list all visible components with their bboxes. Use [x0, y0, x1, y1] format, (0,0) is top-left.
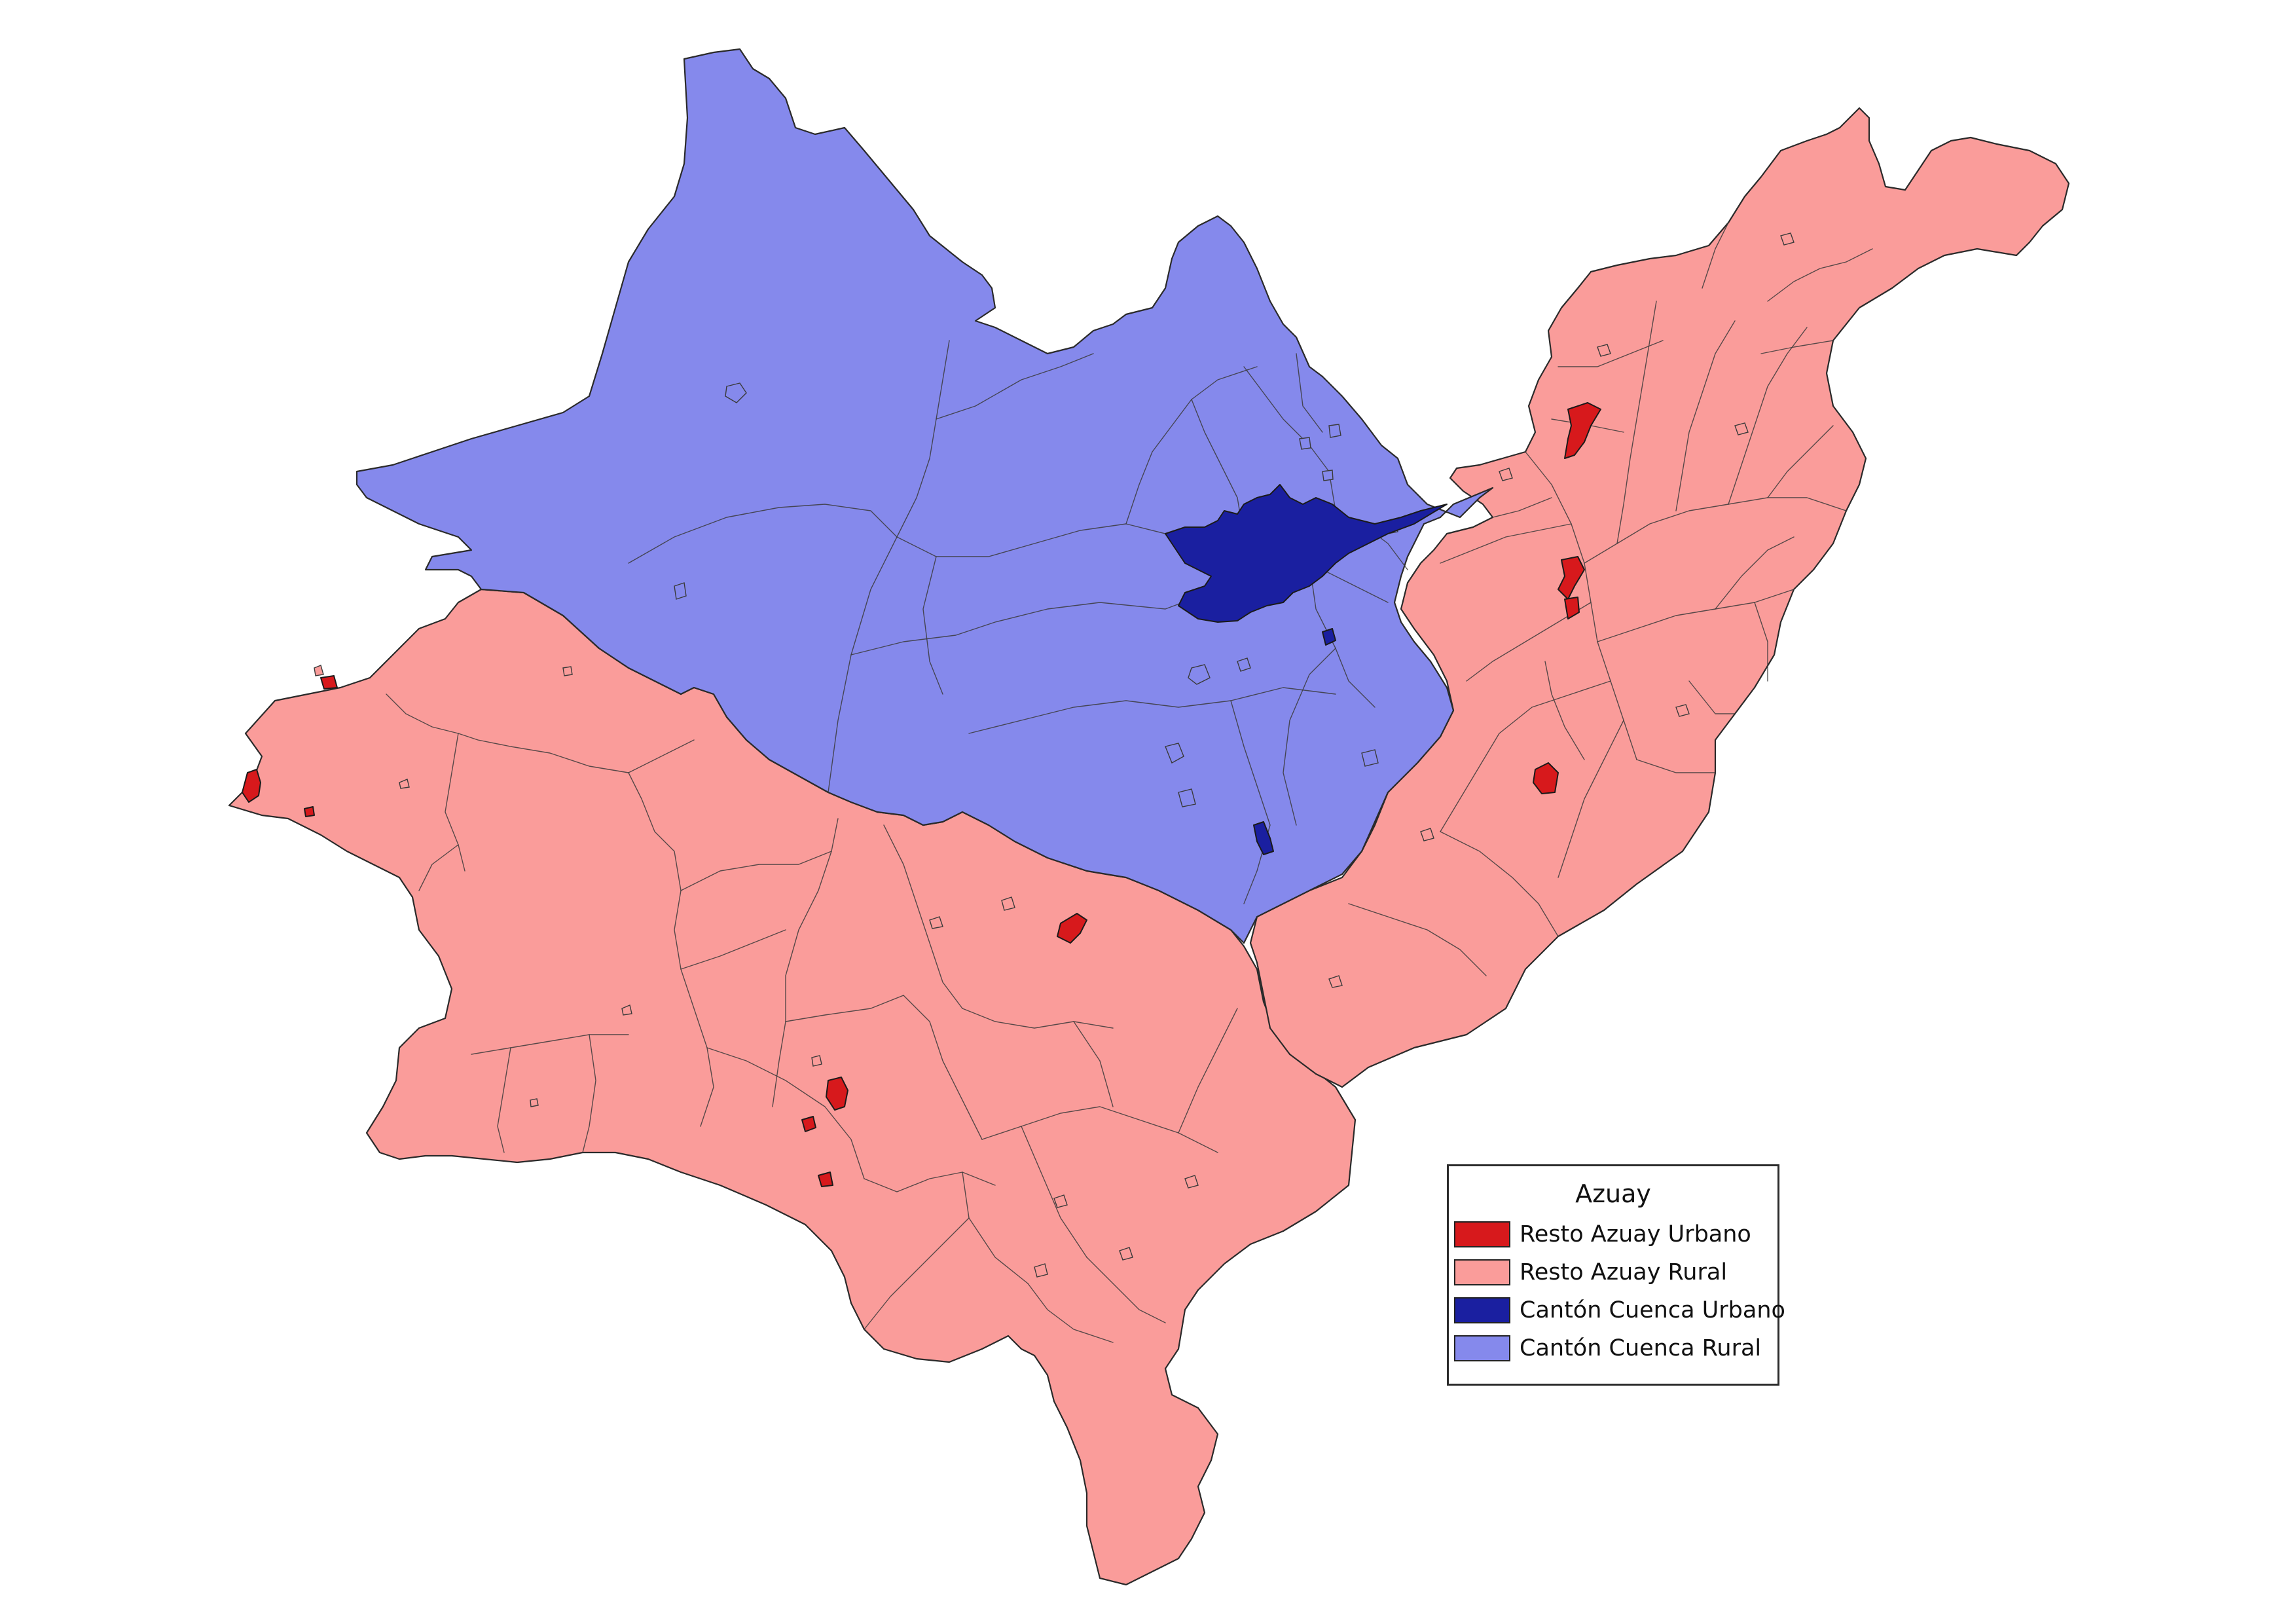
- legend-swatch: [1454, 1297, 1510, 1323]
- parish-patches: [314, 232, 1795, 1278]
- legend-item-cuenca-rural: Cantón Cuenca Rural: [1454, 1334, 1761, 1363]
- resto-azuay-urbano-patches: [242, 402, 1601, 1187]
- resto-azuay-rural-east: [1249, 107, 2070, 1088]
- legend-title: Azuay: [1575, 1179, 1651, 1208]
- legend-swatch: [1454, 1335, 1510, 1361]
- legend-label: Cantón Cuenca Urbano: [1520, 1297, 1785, 1323]
- map-legend: Azuay Resto Azuay Urbano Resto Azuay Rur…: [1447, 1164, 1785, 1386]
- legend-swatch: [1454, 1221, 1510, 1247]
- legend-label: Resto Azuay Rural: [1520, 1259, 1728, 1285]
- cuenca-urbano-islet: [1253, 821, 1274, 855]
- legend-label: Resto Azuay Urbano: [1520, 1221, 1751, 1247]
- resto-west-boundaries: [386, 693, 1238, 1343]
- legend-item-cuenca-urbano: Cantón Cuenca Urbano: [1454, 1296, 1785, 1325]
- legend-swatch: [1454, 1259, 1510, 1285]
- legend-item-resto-urbano: Resto Azuay Urbano: [1454, 1220, 1751, 1249]
- canton-cuenca-urbano: [1165, 484, 1448, 623]
- legend-label: Cantón Cuenca Rural: [1520, 1335, 1762, 1361]
- resto-east-boundaries: [1348, 222, 1873, 976]
- legend-item-resto-rural: Resto Azuay Rural: [1454, 1258, 1727, 1287]
- cuenca-parish-boundaries: [628, 340, 1408, 904]
- cuenca-urbano-islet: [1322, 628, 1336, 646]
- canton-cuenca-rural: [355, 48, 1494, 944]
